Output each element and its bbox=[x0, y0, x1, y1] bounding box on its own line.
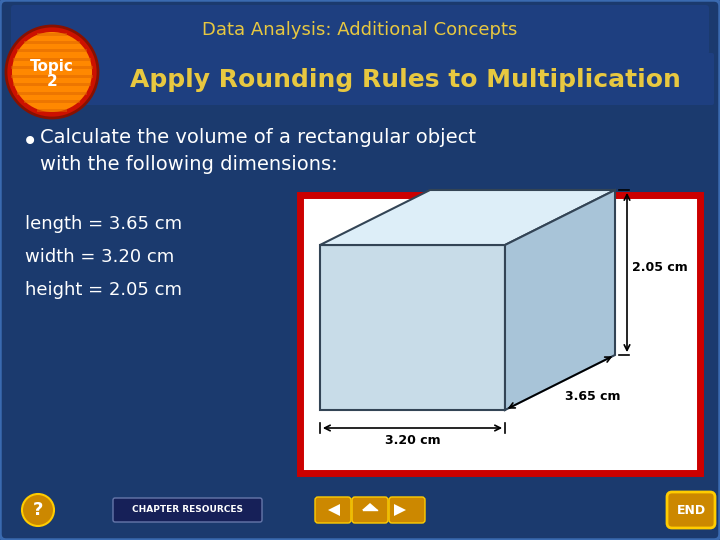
Bar bbox=[13, 58, 91, 61]
Text: Apply Rounding Rules to Multiplication: Apply Rounding Rules to Multiplication bbox=[130, 68, 680, 92]
Text: 2: 2 bbox=[47, 75, 58, 90]
Text: ?: ? bbox=[33, 501, 43, 519]
Bar bbox=[37, 32, 68, 36]
FancyBboxPatch shape bbox=[78, 53, 714, 105]
Text: •: • bbox=[22, 128, 38, 156]
Text: 2.05 cm: 2.05 cm bbox=[632, 261, 688, 274]
Text: height = 2.05 cm: height = 2.05 cm bbox=[25, 281, 182, 299]
Bar bbox=[37, 109, 68, 111]
Polygon shape bbox=[320, 245, 505, 410]
Polygon shape bbox=[320, 190, 615, 245]
Text: length = 3.65 cm: length = 3.65 cm bbox=[25, 215, 182, 233]
Text: 3.65 cm: 3.65 cm bbox=[565, 390, 621, 403]
Bar bbox=[13, 83, 91, 86]
Polygon shape bbox=[394, 504, 406, 516]
Polygon shape bbox=[505, 190, 615, 410]
Bar bbox=[17, 92, 87, 94]
FancyBboxPatch shape bbox=[667, 492, 715, 528]
Polygon shape bbox=[328, 504, 340, 516]
Text: Calculate the volume of a rectangular object: Calculate the volume of a rectangular ob… bbox=[40, 128, 476, 147]
Circle shape bbox=[22, 494, 54, 526]
FancyBboxPatch shape bbox=[11, 5, 709, 55]
Text: 3.20 cm: 3.20 cm bbox=[384, 434, 441, 447]
Bar bbox=[12, 75, 93, 78]
Text: CHAPTER RESOURCES: CHAPTER RESOURCES bbox=[132, 505, 243, 515]
Polygon shape bbox=[362, 503, 378, 510]
Text: Data Analysis: Additional Concepts: Data Analysis: Additional Concepts bbox=[202, 21, 518, 39]
FancyBboxPatch shape bbox=[352, 497, 388, 523]
Bar bbox=[300, 195, 700, 473]
Circle shape bbox=[6, 26, 98, 118]
Text: END: END bbox=[676, 503, 706, 516]
Bar bbox=[12, 66, 93, 69]
FancyBboxPatch shape bbox=[113, 498, 262, 522]
FancyBboxPatch shape bbox=[315, 497, 351, 523]
Bar bbox=[17, 49, 87, 52]
Bar bbox=[24, 41, 81, 44]
Text: with the following dimensions:: with the following dimensions: bbox=[40, 155, 338, 174]
Text: Topic: Topic bbox=[30, 58, 74, 73]
Bar bbox=[14, 488, 706, 532]
Circle shape bbox=[12, 32, 92, 112]
FancyBboxPatch shape bbox=[389, 497, 425, 523]
Bar bbox=[24, 100, 81, 103]
Text: width = 3.20 cm: width = 3.20 cm bbox=[25, 248, 174, 266]
